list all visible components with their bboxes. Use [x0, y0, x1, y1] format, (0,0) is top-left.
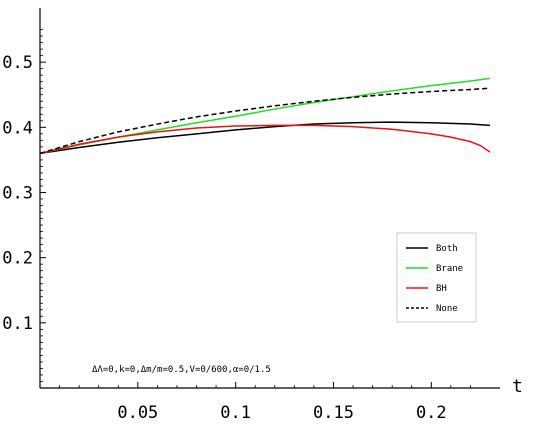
- y-tick-label: 0.3: [2, 183, 33, 203]
- parameter-annotation: ΔΛ=0,k=0,Δm/m=0.5,V=0/600,α=0/1.5: [92, 365, 271, 375]
- y-ticks: 0.1 0.2 0.3 0.4 0.5: [2, 29, 46, 382]
- series-line-both: [39, 121, 491, 155]
- x-axis-label: t: [512, 376, 523, 397]
- legend: Both Brane BH None: [396, 232, 477, 323]
- series-layer: [39, 77, 491, 155]
- y-tick-label: 0.4: [2, 118, 33, 138]
- x-ticks: 0.05 0.1 0.15 0.2: [59, 382, 471, 423]
- series-line-bh: [39, 124, 491, 155]
- legend-label-both: Both: [436, 244, 458, 254]
- x-tick-label: 0.15: [313, 403, 354, 423]
- series-line-none: [39, 87, 491, 155]
- x-tick-label: 0.2: [416, 403, 447, 423]
- series-line-brane: [39, 77, 491, 155]
- legend-label-brane: Brane: [436, 264, 463, 274]
- y-tick-label: 0.2: [2, 249, 33, 269]
- x-tick-label: 0.05: [117, 403, 158, 423]
- y-tick-label: 0.5: [2, 53, 33, 73]
- x-tick-label: 0.1: [220, 403, 251, 423]
- legend-label-none: None: [436, 304, 458, 314]
- legend-label-bh: BH: [436, 284, 447, 294]
- y-tick-label: 0.1: [2, 314, 33, 334]
